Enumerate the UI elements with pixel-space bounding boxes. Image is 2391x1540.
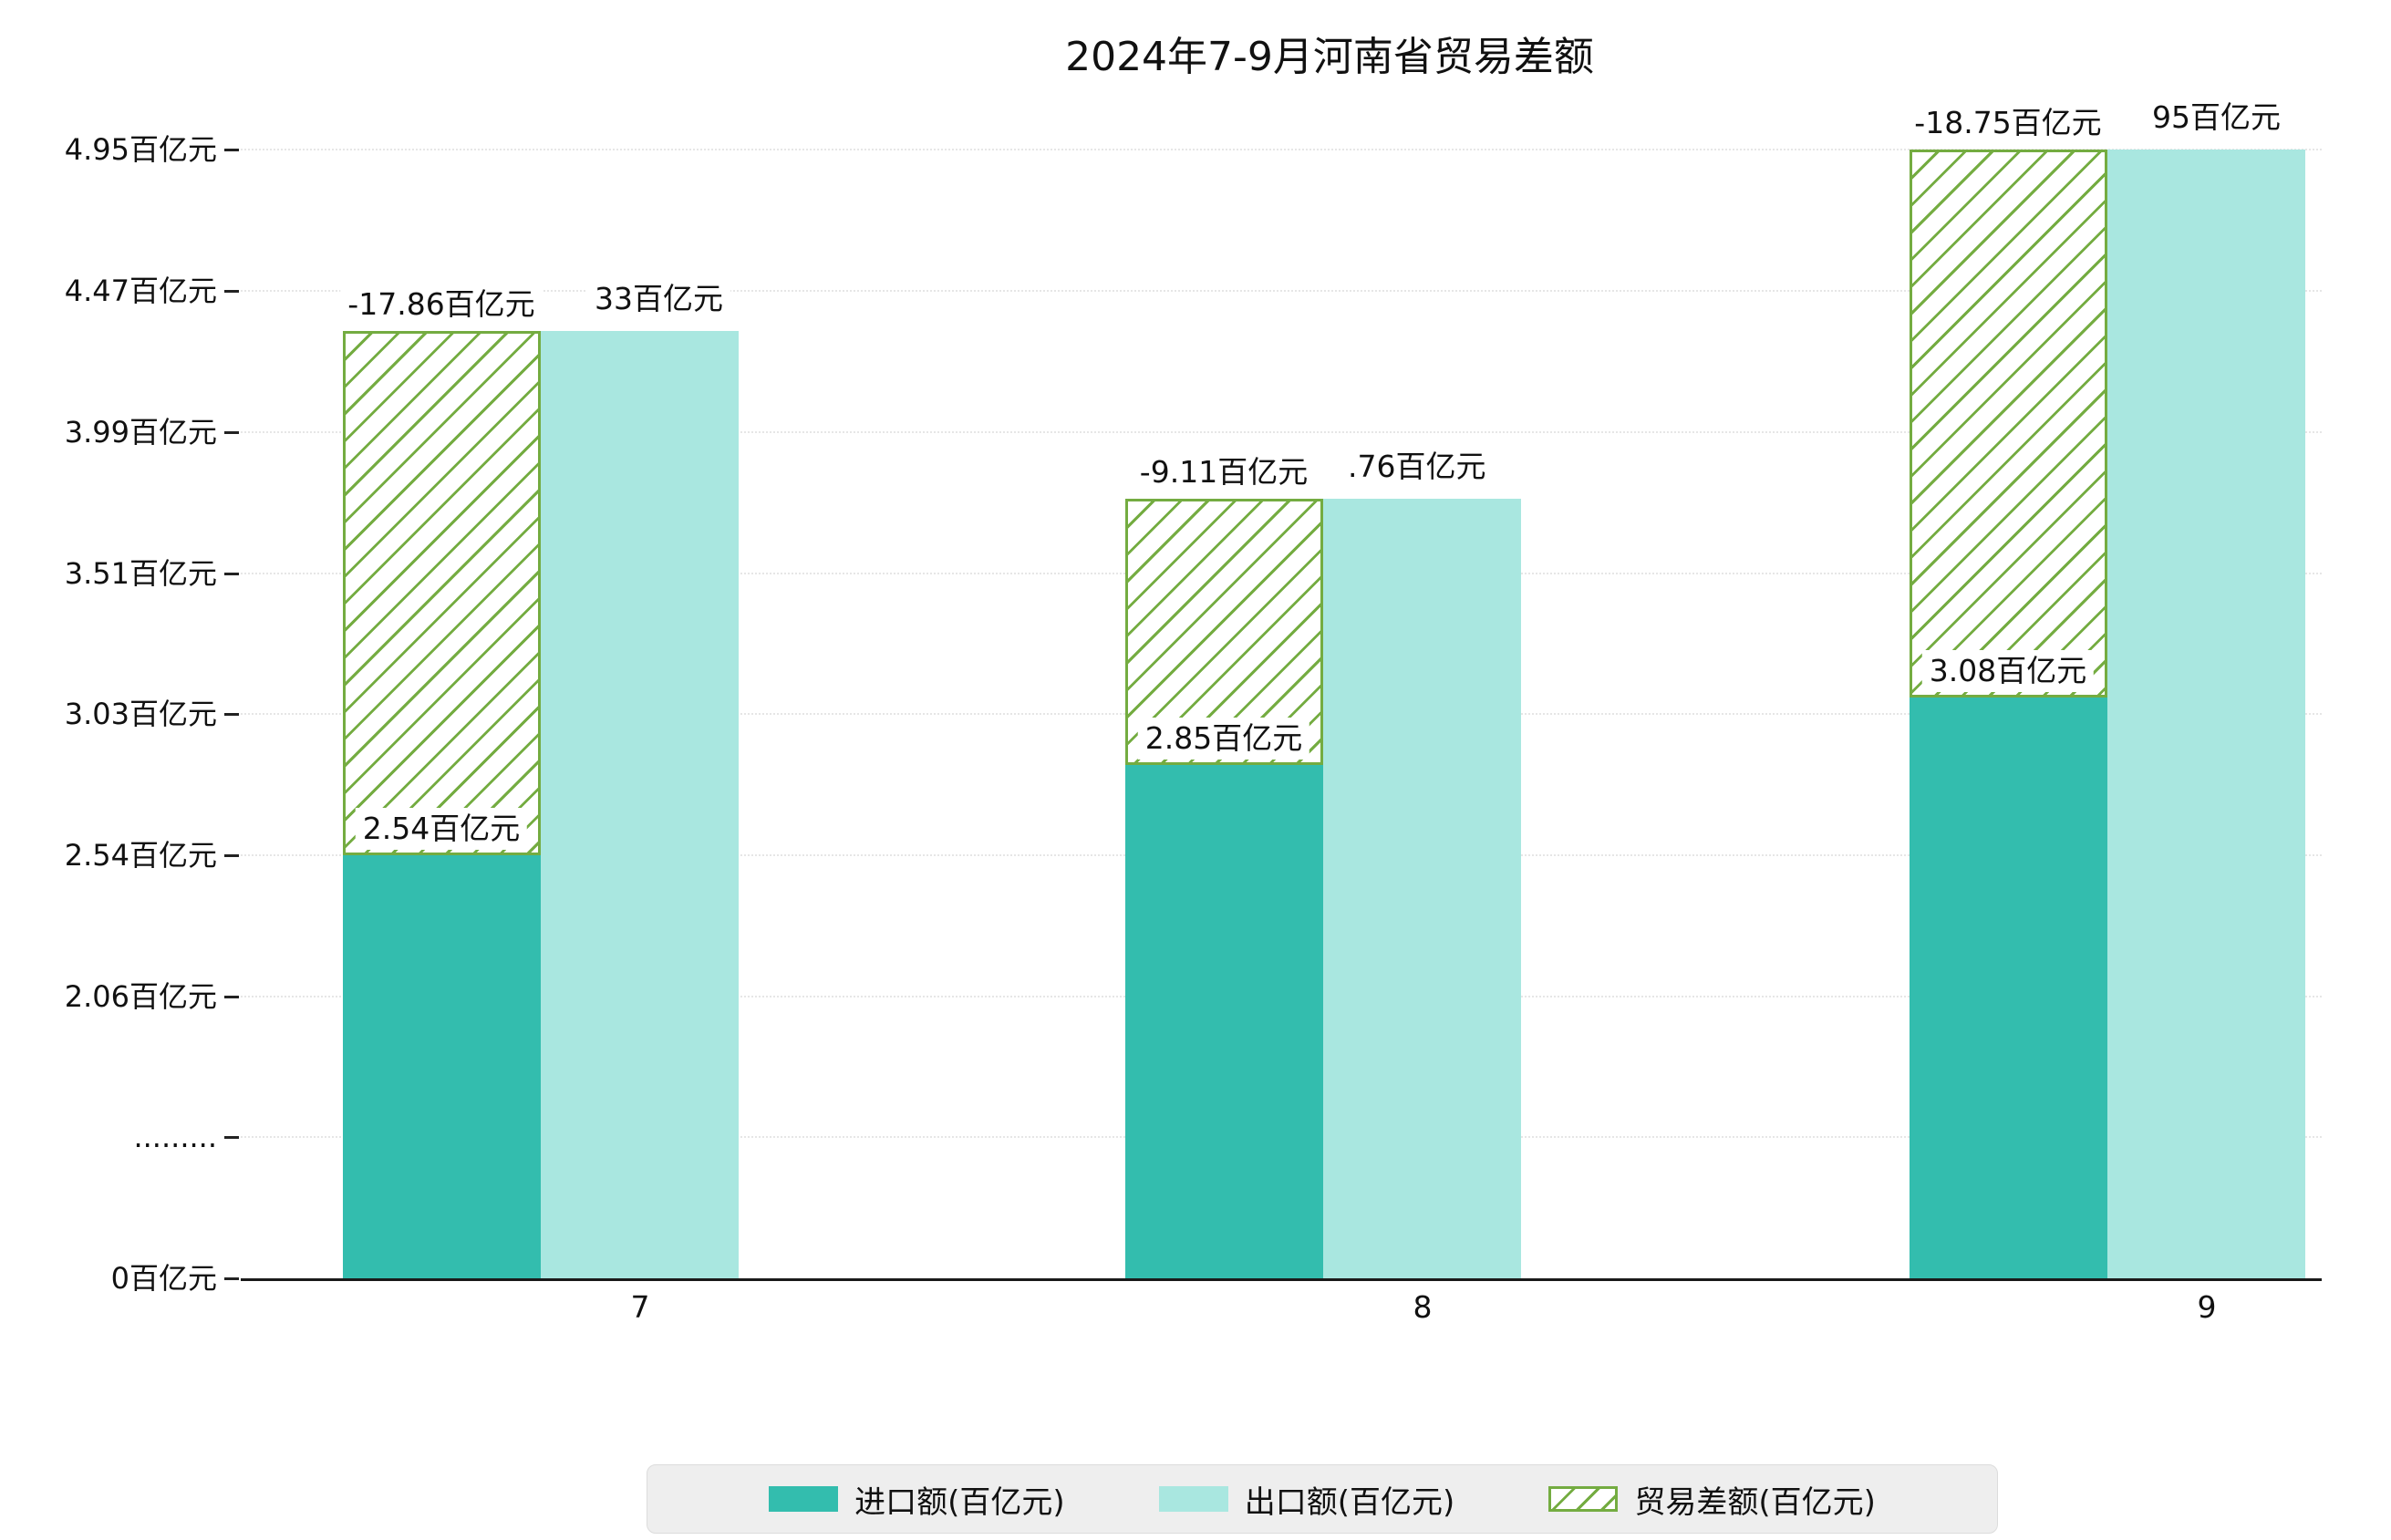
y-tick-mark xyxy=(224,290,239,293)
export-swatch-icon xyxy=(1158,1486,1228,1512)
legend-item-import: 进口额(百亿元) xyxy=(769,1477,1065,1522)
export-bar-month-9 xyxy=(2107,150,2305,1278)
legend-label-trade-diff: 贸易差额(百亿元) xyxy=(1634,1483,1876,1521)
y-tick-label-break: ......... xyxy=(133,1120,217,1154)
legend-item-trade-diff: 贸易差额(百亿元) xyxy=(1548,1477,1876,1522)
import-bar-month-7 xyxy=(343,855,541,1278)
y-tick-label-4-95: 4.95百亿元 xyxy=(64,132,217,167)
import-value-label-month-8: 2.85百亿元 xyxy=(1137,718,1310,760)
chart-title: 2024年7-9月河南省贸易差额 xyxy=(1065,34,1594,80)
y-tick-label-0: 0百亿元 xyxy=(110,1261,217,1296)
legend-label-import: 进口额(百亿元) xyxy=(854,1483,1065,1521)
export-value-label-month-7: 33百亿元 xyxy=(587,278,730,320)
export-bar-month-8 xyxy=(1323,499,1521,1278)
y-tick-label-3-03: 3.03百亿元 xyxy=(64,697,217,731)
export-value-label-month-9: 95百亿元 xyxy=(2145,97,2288,139)
y-tick-mark xyxy=(224,431,239,434)
export-bar-month-7 xyxy=(541,331,739,1278)
trade-diff-label-month-8: -9.11百亿元 xyxy=(1132,451,1316,493)
y-tick-label-4-47: 4.47百亿元 xyxy=(64,274,217,308)
y-tick-mark xyxy=(224,1277,239,1280)
y-tick-mark xyxy=(224,1136,239,1139)
import-bar-month-8 xyxy=(1125,765,1323,1278)
import-value-label-month-7: 2.54百亿元 xyxy=(355,808,528,850)
trade-diff-bar-month-7 xyxy=(343,331,541,855)
import-value-label-month-9: 3.08百亿元 xyxy=(1921,650,2095,692)
legend-item-export: 出口额(百亿元) xyxy=(1158,1477,1455,1522)
x-axis-line xyxy=(241,1278,2322,1281)
gridline xyxy=(241,431,2322,433)
trade-diff-label-month-9: -18.75百亿元 xyxy=(1907,102,2109,144)
import-swatch-icon xyxy=(769,1486,839,1512)
legend: 进口额(百亿元) 出口额(百亿元) 贸易差额(百亿元) xyxy=(647,1464,1998,1534)
y-tick-mark xyxy=(224,573,239,575)
y-tick-label-3-99: 3.99百亿元 xyxy=(64,415,217,450)
x-tick-label-8: 8 xyxy=(1413,1289,1433,1325)
y-tick-label-2-06: 2.06百亿元 xyxy=(64,979,217,1014)
export-value-label-month-8: .76百亿元 xyxy=(1340,446,1494,488)
y-tick-mark xyxy=(224,854,239,857)
x-tick-label-7: 7 xyxy=(630,1289,650,1325)
gridline xyxy=(241,290,2322,292)
trade-diff-bar-month-9 xyxy=(1910,150,2107,698)
import-bar-month-9 xyxy=(1910,698,2107,1278)
y-tick-mark xyxy=(224,149,239,151)
y-tick-mark xyxy=(224,996,239,998)
x-tick-label-9: 9 xyxy=(2197,1289,2217,1325)
hatch-swatch-icon xyxy=(1548,1486,1619,1512)
legend-label-export: 出口额(百亿元) xyxy=(1244,1483,1455,1521)
gridline xyxy=(241,149,2322,150)
trade-diff-label-month-7: -17.86百亿元 xyxy=(340,284,543,326)
y-tick-mark xyxy=(224,713,239,716)
y-tick-label-3-51: 3.51百亿元 xyxy=(64,556,217,591)
y-tick-label-2-54: 2.54百亿元 xyxy=(64,838,217,873)
